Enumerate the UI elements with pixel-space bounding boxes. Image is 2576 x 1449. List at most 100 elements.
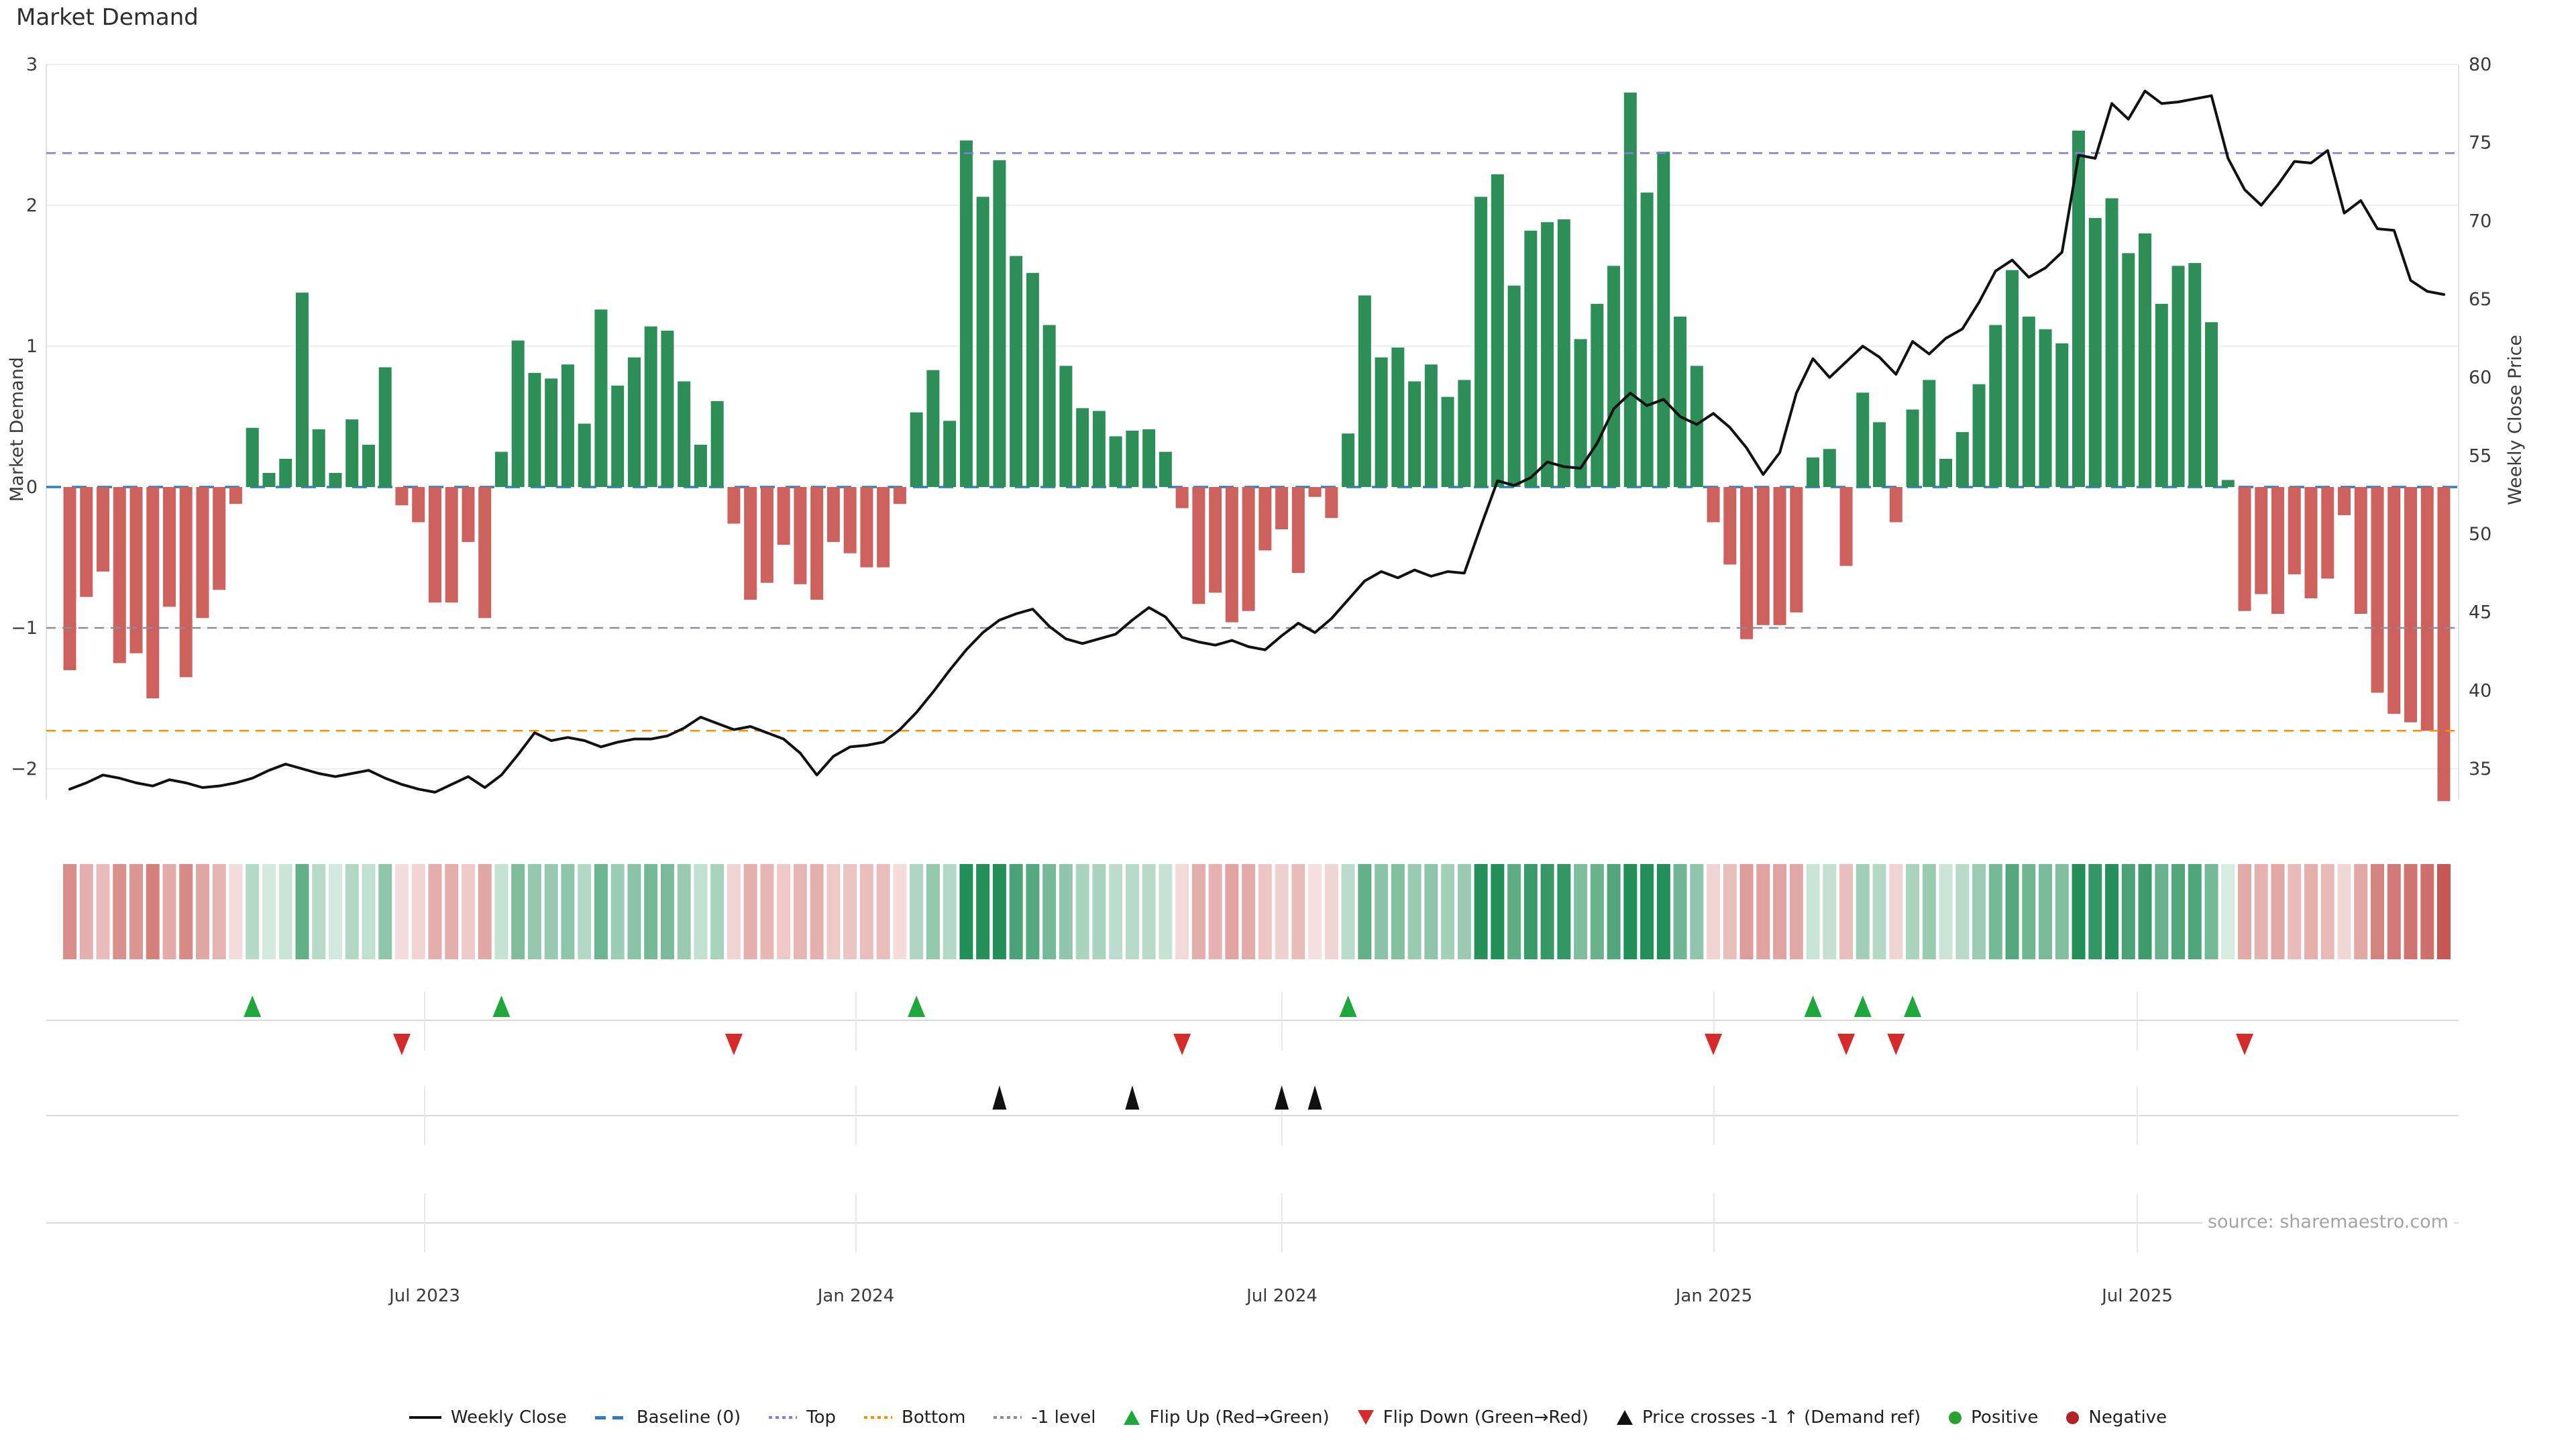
demand-bar-negative — [63, 487, 76, 670]
demand-bar-negative — [1723, 487, 1737, 565]
heatmap-cell — [2121, 864, 2135, 959]
heatmap-cell — [810, 864, 824, 959]
right-axis-tick: 50 — [2469, 524, 2491, 545]
demand-bar-negative — [1258, 487, 1272, 551]
legend-label: Baseline (0) — [636, 1407, 741, 1428]
demand-bar-negative — [213, 487, 226, 590]
heatmap-cell — [1092, 864, 1106, 959]
heatmap-cell — [63, 864, 76, 959]
legend-label: Top — [806, 1407, 837, 1428]
demand-bar-negative — [1242, 487, 1255, 611]
demand-bar-positive — [1092, 411, 1106, 487]
heatmap-cell — [1474, 864, 1488, 959]
demand-bar-negative — [179, 487, 193, 678]
price-cross-marker — [1125, 1085, 1140, 1110]
demand-bar-positive — [993, 160, 1006, 488]
heatmap-cell — [876, 864, 890, 959]
demand-bar-positive — [545, 378, 558, 487]
demand-bar-positive — [1391, 347, 1405, 487]
demand-bar-negative — [2404, 487, 2418, 722]
heatmap-cell — [2072, 864, 2086, 959]
right-axis-tick: 45 — [2469, 602, 2491, 623]
heatmap-cell — [2420, 864, 2434, 959]
heatmap-cell — [1125, 864, 1139, 959]
legend-swatch-dots-icon — [994, 1416, 1022, 1419]
heatmap-cell — [345, 864, 359, 959]
demand-bar-positive — [262, 473, 276, 487]
demand-bar-negative — [478, 487, 492, 619]
heatmap-cell — [1358, 864, 1372, 959]
heatmap-cell — [2320, 864, 2334, 959]
demand-bar-negative — [2255, 487, 2268, 594]
heatmap-cell — [1640, 864, 1654, 959]
heatmap-cell — [1789, 864, 1803, 959]
demand-bar-positive — [378, 367, 392, 487]
demand-bar-negative — [445, 487, 458, 603]
demand-bar-positive — [1623, 93, 1637, 487]
legend-label: Flip Down (Green→Red) — [1383, 1407, 1589, 1428]
flip-up-marker — [244, 996, 262, 1017]
heatmap-cell — [428, 864, 442, 959]
heatmap-cell — [113, 864, 127, 959]
heatmap-cell — [1191, 864, 1205, 959]
heatmap-cell — [2354, 864, 2368, 959]
price-line — [68, 89, 2445, 794]
demand-bar-positive — [1126, 431, 1139, 487]
demand-bar-positive — [611, 385, 625, 487]
demand-bar-negative — [744, 487, 757, 600]
price-cross-marker — [1307, 1085, 1322, 1110]
demand-bar-positive — [1491, 174, 1504, 487]
right-axis-tick: 75 — [2469, 133, 2491, 154]
demand-bar-negative — [80, 487, 93, 597]
demand-bar-negative — [2354, 487, 2367, 614]
demand-bar-negative — [229, 487, 242, 504]
left-axis-tick: 1 — [26, 336, 38, 357]
demand-bar-positive — [1657, 152, 1670, 487]
heatmap-cell — [1341, 864, 1355, 959]
flip-down-marker — [1173, 1034, 1191, 1055]
heatmap-cell — [760, 864, 774, 959]
right-axis-tick: 40 — [2469, 680, 2491, 701]
heatmap-cell — [959, 864, 973, 959]
heatmap-cell — [1988, 864, 2002, 959]
demand-bar-negative — [2437, 487, 2451, 802]
demand-bar-positive — [1906, 409, 1919, 487]
heatmap-cell — [2238, 864, 2252, 959]
right-axis-tick: 80 — [2469, 54, 2491, 75]
heatmap-cell — [461, 864, 475, 959]
chart-legend: Weekly Close Baseline (0) Top Bottom -1 leve… — [0, 1407, 2576, 1428]
demand-bar-positive — [2205, 322, 2218, 487]
demand-bar-positive — [329, 473, 342, 487]
legend-swatch-tri-up-icon — [1616, 1410, 1633, 1425]
demand-bar-positive — [1026, 272, 1039, 487]
heatmap-cell — [1109, 864, 1123, 959]
x-axis-tick: Jul 2025 — [2100, 1286, 2173, 1306]
heatmap-cell — [1889, 864, 1903, 959]
heatmap-cell — [1773, 864, 1787, 959]
left-axis-tick: −2 — [11, 759, 38, 780]
demand-bar-negative — [196, 487, 209, 619]
heatmap-cell — [1707, 864, 1721, 959]
legend-item: Price crosses -1 ↑ (Demand ref) — [1616, 1407, 1921, 1428]
heatmap-cell — [146, 864, 160, 959]
demand-bar-positive — [511, 340, 525, 487]
demand-bar-negative — [1889, 487, 1902, 523]
heatmap-cell — [295, 864, 309, 959]
heatmap-cell — [445, 864, 459, 959]
demand-bar-negative — [146, 487, 160, 698]
demand-bar-negative — [826, 487, 840, 542]
demand-bar-negative — [877, 487, 890, 568]
heatmap-cell — [594, 864, 608, 959]
demand-bar-negative — [1773, 487, 1786, 625]
heatmap-cell — [1009, 864, 1023, 959]
demand-bar-positive — [2006, 270, 2019, 487]
demand-bar-negative — [462, 487, 475, 542]
demand-bar-negative — [1225, 487, 1238, 623]
demand-bar-positive — [2171, 266, 2185, 487]
heatmap-cell — [694, 864, 708, 959]
heatmap-cell — [1690, 864, 1704, 959]
heatmap-cell — [1523, 864, 1538, 959]
heatmap-cell — [1291, 864, 1305, 959]
legend-item: Negative — [2066, 1407, 2167, 1428]
demand-bar-negative — [2387, 487, 2401, 714]
